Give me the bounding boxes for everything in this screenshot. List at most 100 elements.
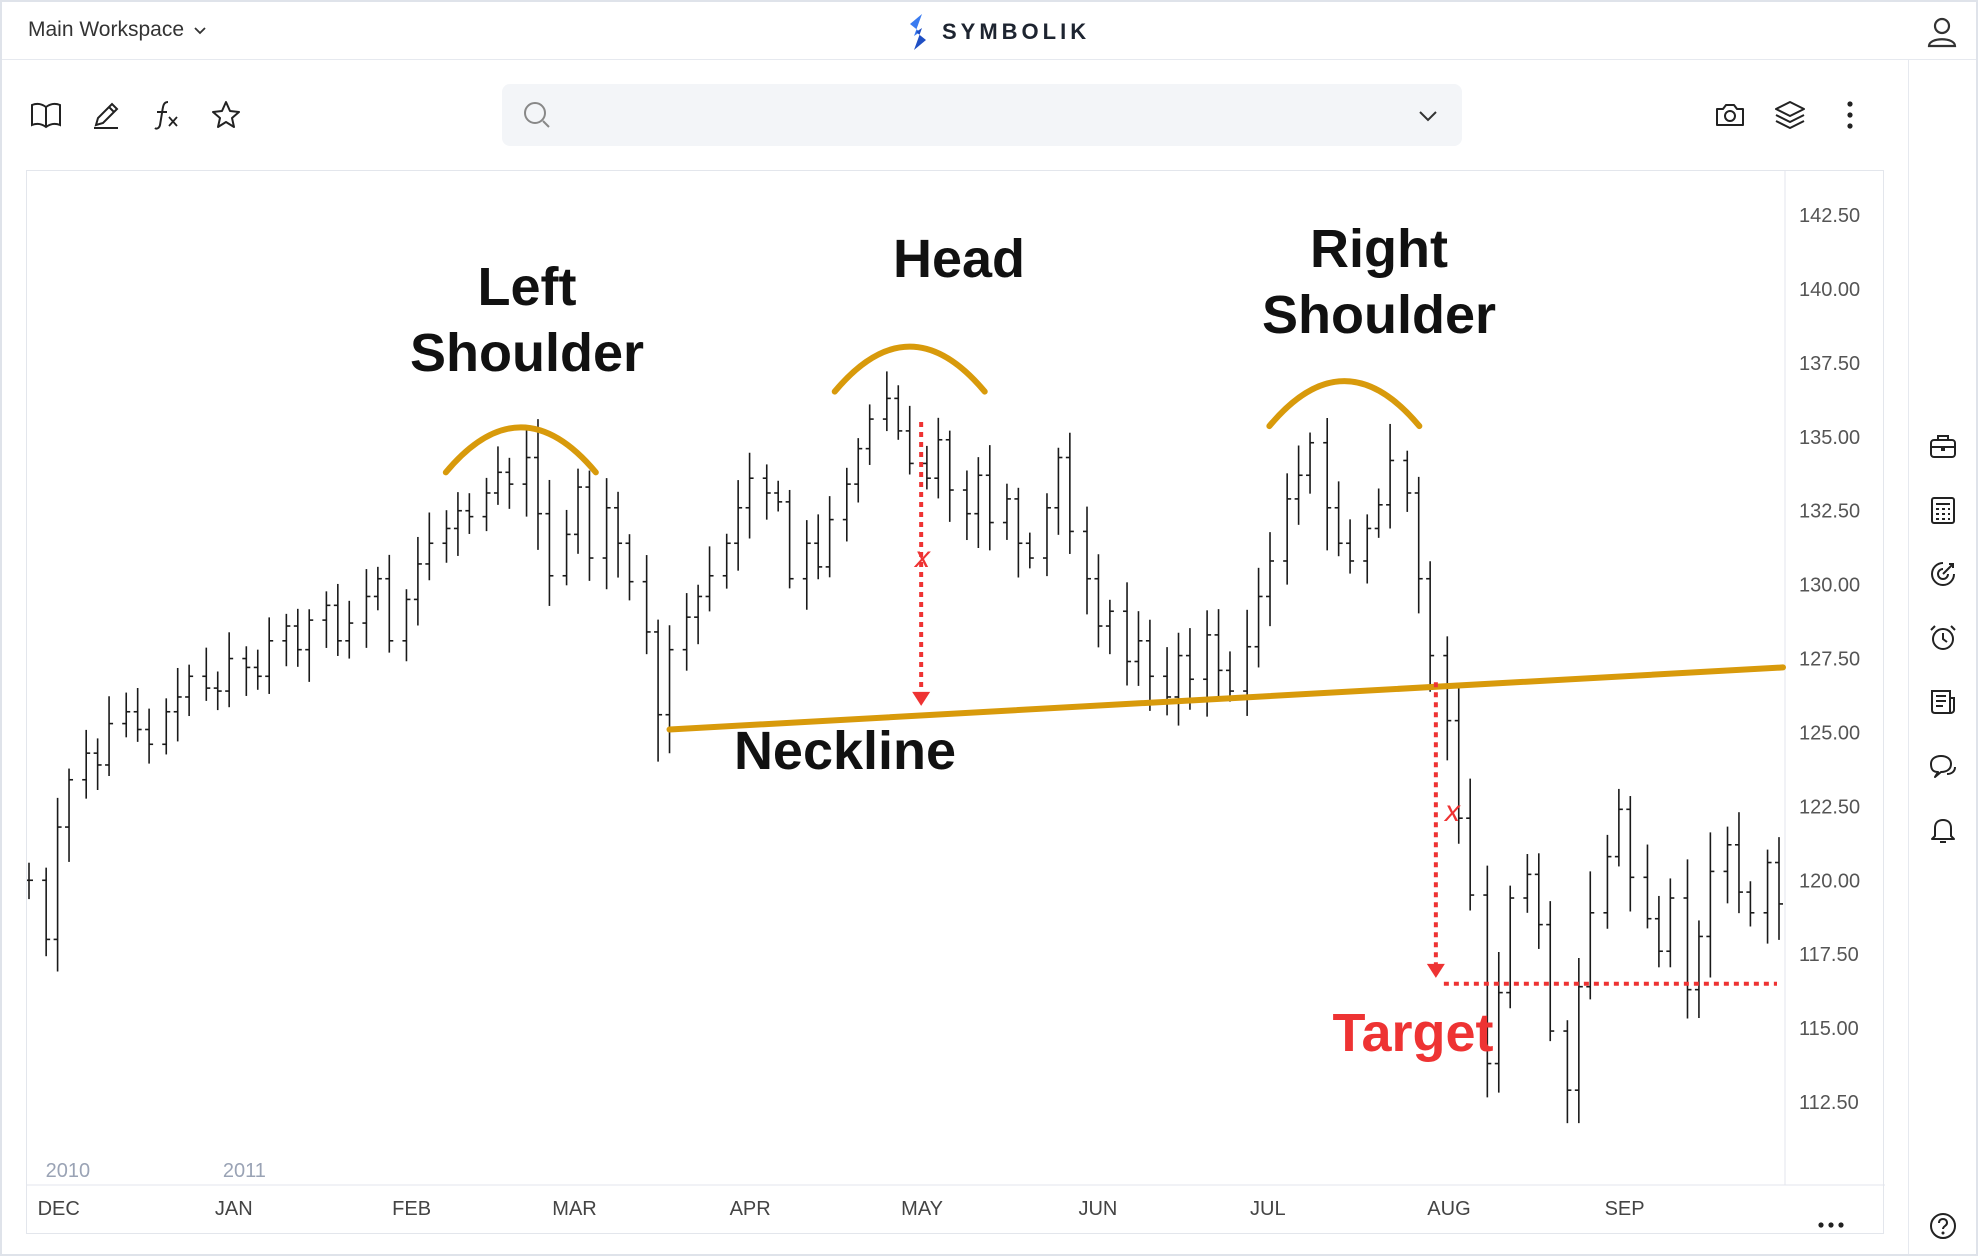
search-input[interactable] bbox=[566, 96, 1366, 134]
ohlc-bar bbox=[774, 480, 783, 512]
portfolio-button[interactable] bbox=[1927, 430, 1959, 462]
more-options-button[interactable] bbox=[1832, 97, 1868, 133]
ohlc-bar bbox=[1706, 832, 1715, 978]
ohlc-bar bbox=[1225, 651, 1234, 702]
ohlc-bar bbox=[1214, 609, 1223, 702]
library-button[interactable] bbox=[28, 97, 64, 133]
ohlc-bar bbox=[614, 491, 623, 578]
ohlc-bar bbox=[1694, 920, 1703, 1019]
chat-icon bbox=[1930, 755, 1956, 778]
ohlc-bar bbox=[225, 632, 234, 708]
price-tick-label: 115.00 bbox=[1799, 1018, 1859, 1040]
ohlc-bar bbox=[574, 468, 583, 554]
ohlc-bar bbox=[1174, 632, 1183, 726]
ohlc-bar bbox=[1363, 514, 1372, 584]
arrow-head bbox=[1426, 963, 1445, 978]
ohlc-bar bbox=[322, 591, 331, 648]
alarm-button[interactable] bbox=[1927, 622, 1959, 654]
chart-panel[interactable]: 142.50 140.00 137.50 135.00 132.50 130.00 127.… bbox=[26, 170, 1885, 1235]
ohlc-bar bbox=[1145, 619, 1154, 711]
calculator-button[interactable] bbox=[1927, 494, 1959, 526]
price-tick-label: 125.00 bbox=[1799, 722, 1860, 744]
ohlc-bar bbox=[1094, 554, 1103, 648]
time-tick-label: JAN bbox=[215, 1198, 253, 1220]
left-shoulder-label-line1: Left bbox=[478, 257, 577, 317]
ohlc-bar bbox=[505, 457, 514, 509]
ohlc-bar bbox=[1083, 506, 1092, 615]
chevron-down-icon bbox=[194, 27, 206, 35]
head-label: Head bbox=[893, 229, 1025, 289]
ohlc-bar bbox=[734, 480, 743, 571]
ohlc-bar bbox=[814, 514, 823, 580]
price-tick-label: 137.50 bbox=[1799, 353, 1860, 375]
ohlc-bar bbox=[854, 438, 863, 503]
ohlc-bar bbox=[1626, 796, 1635, 912]
price-tick-label: 142.50 bbox=[1799, 205, 1860, 227]
screenshot-button[interactable] bbox=[1712, 97, 1748, 133]
ohlc-bar bbox=[1466, 778, 1475, 911]
help-button[interactable] bbox=[1927, 1210, 1959, 1242]
ohlc-bar bbox=[185, 664, 194, 717]
ohlc-bar bbox=[1346, 519, 1355, 574]
ohlc-bar bbox=[1426, 561, 1435, 692]
target-label: Target bbox=[1332, 1003, 1493, 1063]
dot bbox=[1828, 1222, 1834, 1228]
camera-icon bbox=[1716, 104, 1744, 126]
layers-icon bbox=[1775, 101, 1805, 129]
briefcase-icon bbox=[1930, 435, 1956, 458]
alarm-clock-icon bbox=[1930, 625, 1956, 650]
workspace-selector[interactable]: Main Workspace bbox=[28, 18, 208, 42]
dot bbox=[1838, 1222, 1844, 1228]
ohlc-bar bbox=[413, 536, 422, 626]
ohlc-bar bbox=[1065, 432, 1074, 554]
top-header: Main Workspace SYMBOLIK bbox=[2, 2, 1976, 60]
ohlc-bar bbox=[922, 445, 931, 490]
ohlc-bar bbox=[625, 534, 634, 601]
ohlc-bar bbox=[93, 738, 102, 791]
left-shoulder-label-line2: Shoulder bbox=[410, 323, 644, 383]
ohlc-bar bbox=[1002, 483, 1011, 540]
star-icon bbox=[212, 101, 240, 128]
ohlc-bar bbox=[894, 385, 903, 440]
ohlc-bar bbox=[602, 478, 611, 590]
ohlc-bar bbox=[1323, 417, 1332, 551]
price-tick-label: 127.50 bbox=[1799, 649, 1860, 671]
target-measure-arrow bbox=[1426, 682, 1445, 978]
user-profile-button[interactable] bbox=[1924, 14, 1960, 50]
ohlc-bar bbox=[1454, 686, 1463, 844]
formula-button[interactable] bbox=[148, 97, 184, 133]
year-label: 2011 bbox=[223, 1160, 266, 1182]
target-icon bbox=[1931, 562, 1955, 586]
layers-button[interactable] bbox=[1772, 97, 1808, 133]
right-sidebar bbox=[1908, 60, 1976, 1254]
ohlc-bar bbox=[253, 649, 262, 690]
ohlc-bar bbox=[962, 470, 971, 541]
left-shoulder-arc bbox=[442, 424, 599, 476]
ohlc-bar bbox=[162, 698, 171, 755]
ohlc-bar bbox=[1494, 952, 1503, 1093]
vertical-dots-icon bbox=[1847, 101, 1853, 129]
ohlc-bar bbox=[293, 608, 302, 667]
chat-button[interactable] bbox=[1927, 750, 1959, 782]
ohlc-bar bbox=[722, 533, 731, 589]
analytics-button[interactable] bbox=[1927, 558, 1959, 590]
draw-button[interactable] bbox=[88, 97, 124, 133]
right-shoulder-arc bbox=[1266, 378, 1423, 430]
ohlc-bar bbox=[642, 555, 651, 655]
price-tick-label: 117.50 bbox=[1799, 944, 1859, 966]
ohlc-bar bbox=[1414, 476, 1423, 614]
ohlc-bar bbox=[1266, 532, 1275, 627]
time-tick-label: MAY bbox=[901, 1198, 943, 1220]
price-chart[interactable]: 142.50 140.00 137.50 135.00 132.50 130.00 127.… bbox=[27, 171, 1885, 1235]
chevron-down-icon[interactable] bbox=[1416, 104, 1440, 128]
favorites-button[interactable] bbox=[208, 97, 244, 133]
notifications-button[interactable] bbox=[1927, 814, 1959, 846]
head-arc bbox=[831, 343, 988, 395]
price-tick-label: 122.50 bbox=[1799, 796, 1860, 818]
news-button[interactable] bbox=[1927, 686, 1959, 718]
ohlc-bar bbox=[1506, 885, 1515, 1009]
ohlc-bar bbox=[1734, 812, 1743, 914]
ohlc-bar bbox=[1723, 826, 1732, 904]
ohlc-bar bbox=[1775, 837, 1783, 940]
